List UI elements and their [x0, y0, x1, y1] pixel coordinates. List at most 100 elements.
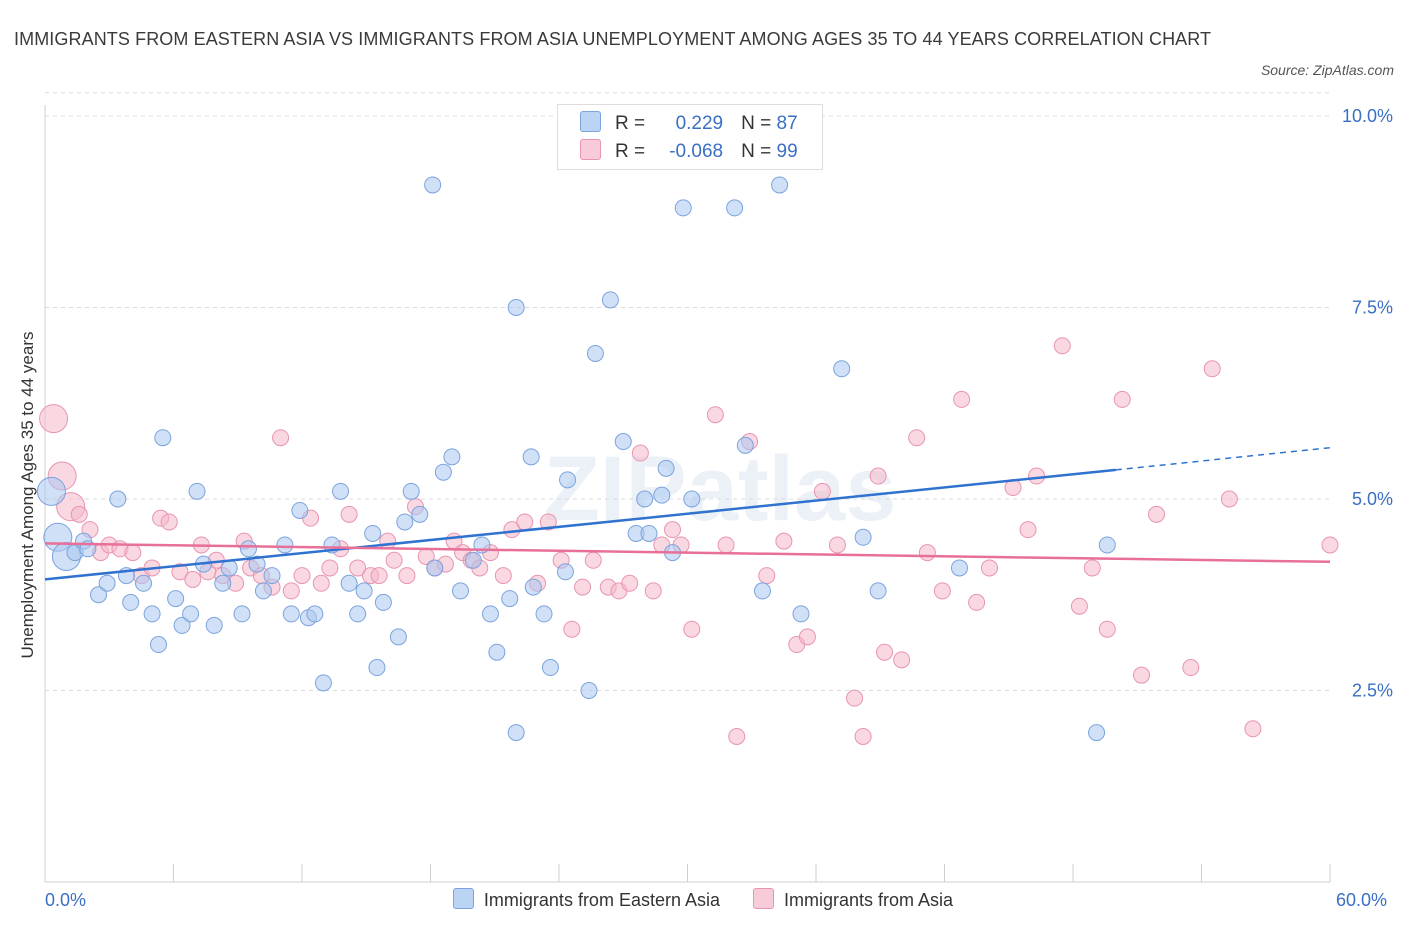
series-asia-points [39, 337, 1339, 745]
trend-lines [44, 446, 1331, 581]
data-point [385, 551, 403, 569]
data-point [833, 360, 851, 378]
data-point [640, 524, 658, 542]
data-point [239, 540, 257, 558]
data-point [918, 544, 936, 562]
data-point [950, 559, 968, 577]
chart-title: IMMIGRANTS FROM EASTERN ASIA VS IMMIGRAN… [14, 29, 1212, 49]
data-point [98, 574, 116, 592]
data-point [402, 482, 420, 500]
data-point [90, 586, 108, 604]
data-point [501, 590, 519, 608]
data-point [443, 448, 461, 466]
data-point [1148, 505, 1166, 523]
data-point [893, 651, 911, 669]
watermark: ZIPatlas [544, 438, 897, 540]
data-point [70, 505, 88, 523]
data-point [792, 605, 810, 623]
data-point [135, 574, 153, 592]
data-point [424, 176, 442, 194]
data-point [771, 176, 789, 194]
data-point [1028, 467, 1046, 485]
legend-row-eastern-asia: R = 0.229 N = 87 [580, 111, 798, 137]
data-point [1182, 659, 1200, 677]
data-point [524, 578, 542, 596]
data-point [282, 582, 300, 600]
data-point [516, 513, 534, 531]
legend-r-label: R = [615, 141, 646, 162]
data-point [411, 505, 429, 523]
y-tick-label: 10.0% [1342, 106, 1393, 126]
legend-r-value: -0.068 [669, 141, 724, 162]
data-point [248, 555, 266, 573]
legend-item-eastern-asia[interactable]: Immigrants from Eastern Asia [452, 888, 720, 911]
data-point [846, 689, 864, 707]
data-point [1098, 620, 1116, 638]
data-point [488, 643, 506, 661]
data-point [171, 563, 189, 581]
data-point [753, 582, 771, 600]
data-point [1098, 536, 1116, 554]
data-point [1083, 559, 1101, 577]
legend-n-label: N = [741, 113, 772, 134]
data-point [184, 570, 202, 588]
data-point [340, 574, 358, 592]
data-point [332, 482, 350, 500]
x-tick-label-left: 0.0% [45, 890, 87, 910]
data-point [980, 559, 998, 577]
data-point [933, 582, 951, 600]
data-point [1088, 724, 1106, 742]
y-tick-label: 2.5% [1352, 681, 1393, 701]
data-point [494, 567, 512, 585]
data-point [522, 448, 540, 466]
data-point [182, 605, 200, 623]
data-point [109, 490, 127, 508]
data-point [726, 199, 744, 217]
data-point [535, 605, 553, 623]
data-point [674, 199, 692, 217]
data-point [1070, 597, 1088, 615]
legend-swatch-blue [580, 111, 601, 132]
legend-r-value: 0.229 [675, 113, 724, 134]
data-point [173, 616, 191, 634]
data-point [291, 501, 309, 519]
data-point [36, 476, 66, 506]
data-point [574, 578, 592, 596]
legend-r-label: R = [615, 113, 646, 134]
data-point [854, 727, 872, 745]
data-point [167, 590, 185, 608]
data-point [282, 605, 300, 623]
data-point [683, 490, 701, 508]
data-point [664, 521, 682, 539]
data-point [507, 724, 525, 742]
data-point [214, 574, 232, 592]
data-point [39, 404, 69, 434]
data-point [908, 429, 926, 447]
data-point [813, 482, 831, 500]
data-point [426, 559, 444, 577]
data-point [160, 513, 178, 531]
data-point [272, 429, 290, 447]
data-point [559, 471, 577, 489]
data-point [556, 563, 574, 581]
data-point [205, 616, 223, 634]
data-point [758, 567, 776, 585]
data-point [1220, 490, 1238, 508]
data-point [775, 532, 793, 550]
data-point [233, 605, 251, 623]
y-tick-label: 7.5% [1352, 298, 1393, 318]
data-point [379, 532, 397, 550]
data-point [314, 674, 332, 692]
data-point [706, 406, 724, 424]
legend-item-asia[interactable]: Immigrants from Asia [753, 888, 953, 911]
grid-lines [45, 92, 1330, 691]
data-point [481, 605, 499, 623]
data-point [653, 486, 671, 504]
trend-line-asia [44, 542, 1331, 564]
data-point [580, 682, 598, 699]
data-point [621, 574, 639, 592]
data-point [124, 544, 142, 562]
legend-label-asia: Immigrants from Asia [784, 890, 954, 910]
data-point [869, 467, 887, 485]
